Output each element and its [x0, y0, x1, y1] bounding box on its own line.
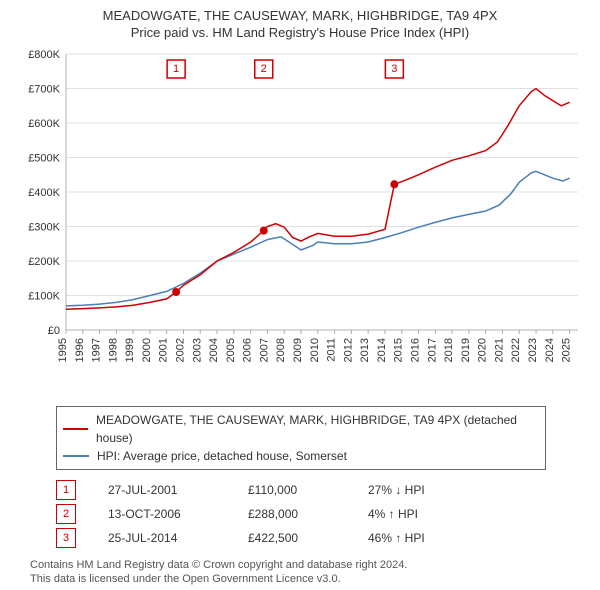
svg-text:1997: 1997 [91, 338, 103, 362]
legend: MEADOWGATE, THE CAUSEWAY, MARK, HIGHBRID… [56, 406, 546, 470]
sale-date: 27-JUL-2001 [108, 483, 248, 497]
legend-label: MEADOWGATE, THE CAUSEWAY, MARK, HIGHBRID… [96, 411, 539, 447]
legend-swatch [63, 455, 89, 457]
svg-text:2006: 2006 [242, 338, 254, 362]
data-attribution: Contains HM Land Registry data © Crown c… [30, 558, 590, 586]
svg-text:2005: 2005 [225, 338, 237, 362]
svg-text:£100K: £100K [28, 291, 60, 303]
svg-text:2007: 2007 [258, 338, 270, 362]
chart-subtitle: Price paid vs. HM Land Registry's House … [10, 25, 590, 40]
subject-series-line [66, 89, 570, 310]
svg-text:2018: 2018 [443, 338, 455, 362]
legend-item: MEADOWGATE, THE CAUSEWAY, MARK, HIGHBRID… [63, 411, 539, 447]
sale-index-badge: 2 [56, 504, 76, 524]
svg-text:1999: 1999 [124, 338, 136, 362]
svg-text:£0: £0 [48, 325, 60, 337]
sale-row: 2 13-OCT-2006£288,0004% ↑ HPI [56, 502, 590, 526]
svg-text:2004: 2004 [208, 338, 220, 362]
footer-line-2: This data is licensed under the Open Gov… [30, 572, 590, 586]
legend-item: HPI: Average price, detached house, Some… [63, 447, 539, 465]
svg-text:2013: 2013 [359, 338, 371, 362]
svg-text:2015: 2015 [393, 338, 405, 362]
legend-label: HPI: Average price, detached house, Some… [97, 447, 347, 465]
svg-text:2020: 2020 [477, 338, 489, 362]
chart-canvas: £0 £100K £200K £300K £400K £500K £600K £700K £80… [10, 40, 590, 370]
sale-hpi-delta: 46% ↑ HPI [368, 531, 488, 545]
sales-table: 1 27-JUL-2001£110,00027% ↓ HPI 2 13-OCT-200… [56, 478, 590, 550]
svg-text:1995: 1995 [57, 338, 69, 362]
legend-swatch [63, 428, 88, 430]
svg-text:2009: 2009 [292, 338, 304, 362]
sale-date: 13-OCT-2006 [108, 507, 248, 521]
svg-text:2010: 2010 [309, 338, 321, 362]
sale-price: £422,500 [248, 531, 368, 545]
price-chart: £0 £100K £200K £300K £400K £500K £600K £700K £80… [10, 40, 590, 398]
svg-text:2023: 2023 [527, 338, 539, 362]
sale-marker-dot [260, 227, 268, 235]
sale-price: £110,000 [248, 483, 368, 497]
svg-text:£200K: £200K [28, 256, 60, 268]
svg-text:2014: 2014 [376, 338, 388, 362]
svg-text:2017: 2017 [426, 338, 438, 362]
svg-text:2022: 2022 [510, 338, 522, 362]
sale-marker-index: 1 [173, 63, 179, 75]
svg-text:2000: 2000 [141, 338, 153, 362]
svg-text:2024: 2024 [544, 338, 556, 362]
sale-marker-dot [172, 288, 180, 296]
sale-price: £288,000 [248, 507, 368, 521]
svg-text:£700K: £700K [28, 84, 60, 96]
svg-text:2002: 2002 [175, 338, 187, 362]
svg-text:2019: 2019 [460, 338, 472, 362]
svg-text:2003: 2003 [191, 338, 203, 362]
svg-text:1998: 1998 [107, 338, 119, 362]
svg-text:£300K: £300K [28, 222, 60, 234]
svg-text:2025: 2025 [561, 338, 573, 362]
sale-hpi-delta: 27% ↓ HPI [368, 483, 488, 497]
svg-text:£600K: £600K [28, 118, 60, 130]
svg-text:2016: 2016 [410, 338, 422, 362]
sale-index-badge: 3 [56, 528, 76, 548]
sale-marker-index: 2 [261, 63, 267, 75]
svg-text:2011: 2011 [326, 338, 338, 362]
svg-text:2021: 2021 [493, 338, 505, 362]
svg-text:£400K: £400K [28, 187, 60, 199]
hpi-series-line [66, 171, 570, 306]
svg-text:2001: 2001 [158, 338, 170, 362]
svg-text:2012: 2012 [342, 338, 354, 362]
sale-date: 25-JUL-2014 [108, 531, 248, 545]
sale-index-badge: 1 [56, 480, 76, 500]
sale-hpi-delta: 4% ↑ HPI [368, 507, 488, 521]
svg-text:2008: 2008 [275, 338, 287, 362]
svg-text:£500K: £500K [28, 153, 60, 165]
sale-marker-index: 3 [391, 63, 397, 75]
svg-text:£800K: £800K [28, 49, 60, 61]
sale-marker-dot [390, 180, 398, 188]
svg-text:1996: 1996 [74, 338, 86, 362]
sale-row: 1 27-JUL-2001£110,00027% ↓ HPI [56, 478, 590, 502]
chart-title: MEADOWGATE, THE CAUSEWAY, MARK, HIGHBRID… [10, 8, 590, 23]
footer-line-1: Contains HM Land Registry data © Crown c… [30, 558, 590, 572]
sale-row: 3 25-JUL-2014£422,50046% ↑ HPI [56, 526, 590, 550]
